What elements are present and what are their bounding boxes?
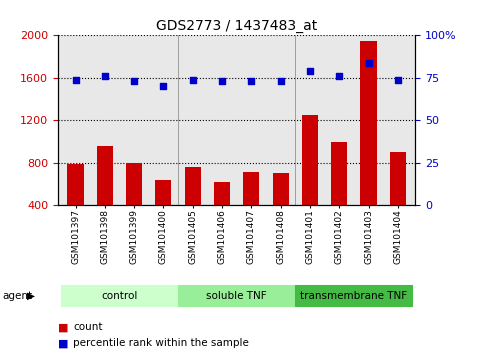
Point [277, 79, 284, 84]
Title: GDS2773 / 1437483_at: GDS2773 / 1437483_at [156, 19, 317, 33]
Text: percentile rank within the sample: percentile rank within the sample [73, 338, 249, 348]
Bar [156, 180, 171, 205]
Point [247, 79, 255, 84]
Bar [243, 172, 259, 205]
Bar [68, 164, 84, 205]
Bar [126, 163, 142, 205]
Point [101, 73, 109, 79]
Point [306, 68, 314, 74]
Text: ■: ■ [58, 322, 69, 332]
Text: count: count [73, 322, 103, 332]
Bar [185, 167, 201, 205]
Point [365, 60, 372, 65]
Text: transmembrane TNF: transmembrane TNF [300, 291, 408, 301]
Bar [331, 142, 347, 205]
Bar [97, 146, 113, 205]
Point [71, 77, 79, 82]
Text: control: control [101, 291, 138, 301]
Text: ■: ■ [58, 338, 69, 348]
Point [189, 77, 197, 82]
Bar [302, 115, 318, 205]
Text: agent: agent [2, 291, 32, 301]
Point [130, 79, 138, 84]
Point [218, 79, 226, 84]
Bar [214, 182, 230, 205]
Bar [272, 173, 289, 205]
Point [335, 73, 343, 79]
Text: soluble TNF: soluble TNF [206, 291, 267, 301]
Point [394, 77, 402, 82]
Text: ▶: ▶ [27, 291, 35, 301]
Bar [360, 41, 377, 205]
Point [159, 84, 167, 89]
Bar [390, 152, 406, 205]
